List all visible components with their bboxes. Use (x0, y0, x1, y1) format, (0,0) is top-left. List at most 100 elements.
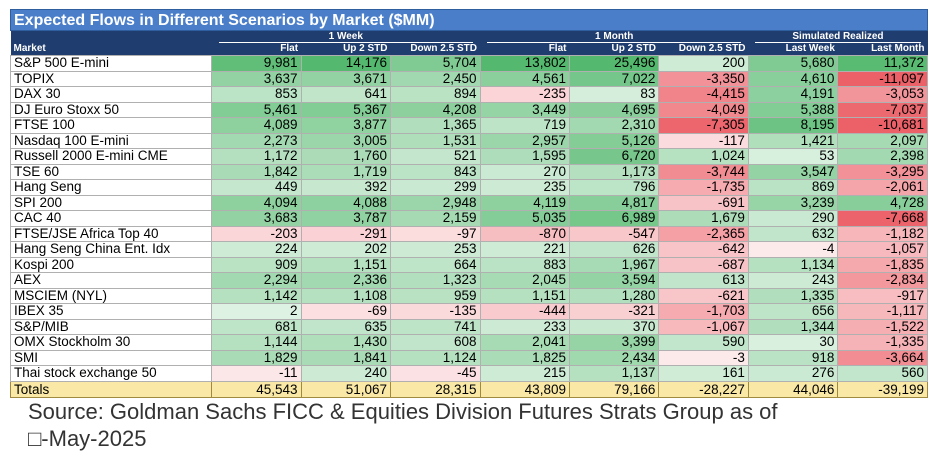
column-header-last-week: Last Week (748, 43, 838, 56)
value-cell: -3,053 (837, 86, 928, 103)
table-row: SMI 1,829 1,841 1,124 1,825 2,434 -3 918 -3,664 (9, 349, 928, 366)
value-cell: -444 (479, 303, 570, 320)
value-cell: -917 (837, 287, 928, 304)
total-cell: 79,166 (568, 380, 660, 398)
value-cell: 560 (837, 365, 928, 382)
value-cell: 2,948 (390, 194, 481, 211)
value-cell: 613 (658, 272, 749, 289)
value-cell: 200 (658, 55, 749, 72)
value-cell: 3,594 (568, 272, 660, 289)
value-cell: 3,877 (300, 117, 392, 134)
value-cell: -1,735 (658, 179, 749, 196)
value-cell: -1,703 (658, 303, 749, 320)
value-cell: 1,967 (568, 256, 660, 273)
value-cell: 4,089 (211, 117, 302, 134)
table-row: Russell 2000 E-mini CME 1,172 1,760 521 1,59… (9, 148, 928, 165)
value-cell: 2,159 (390, 210, 481, 227)
value-cell: 521 (390, 148, 481, 165)
table-row: SPI 200 4,094 4,088 2,948 4,119 4,817 -691 3,23… (9, 194, 928, 211)
value-cell: 11,372 (837, 55, 928, 72)
value-cell: 909 (211, 256, 302, 273)
value-cell: 25,496 (568, 55, 660, 72)
value-cell: 3,637 (211, 70, 302, 87)
value-cell: 626 (568, 241, 660, 258)
value-cell: 276 (747, 365, 839, 382)
value-cell: 3,671 (300, 70, 392, 87)
column-header-row: Market Flat Up 2 STD Down 2.5 STD Flat U… (10, 43, 928, 56)
value-cell: 3,683 (211, 210, 302, 227)
value-cell: -1,835 (837, 256, 928, 273)
value-cell: 2,294 (211, 272, 302, 289)
value-cell: -321 (568, 303, 660, 320)
value-cell: 796 (568, 179, 660, 196)
value-cell: 1,124 (390, 349, 481, 366)
table-row: MSCIEM (NYL) 1,142 1,108 959 1,151 1,280 -621 1… (9, 287, 928, 304)
value-cell: -10,681 (837, 117, 928, 134)
value-cell: 3,547 (747, 163, 839, 180)
value-cell: 4,817 (568, 194, 660, 211)
column-header-month-flat: Flat (480, 43, 570, 56)
value-cell: 853 (211, 86, 302, 103)
total-cell: -28,227 (658, 380, 749, 398)
value-cell: 1,024 (658, 148, 749, 165)
value-cell: 1,173 (568, 163, 660, 180)
value-cell: 741 (390, 318, 481, 335)
column-header-week-flat: Flat (211, 43, 302, 56)
value-cell: -235 (479, 86, 570, 103)
source-line-1: Source: Goldman Sachs FICC & Equities Di… (28, 399, 778, 424)
value-cell: 4,728 (837, 194, 928, 211)
value-cell: 656 (747, 303, 839, 320)
value-cell: 1,151 (479, 287, 570, 304)
value-cell: 290 (747, 210, 839, 227)
value-cell: 9,981 (211, 55, 302, 72)
value-cell: 869 (747, 179, 839, 196)
total-cell: 28,315 (390, 380, 481, 398)
table-row: Hang Seng 449 392 299 235 796 -1,735 869 -2,061 (9, 179, 928, 196)
value-cell: 2,273 (211, 132, 302, 149)
value-cell: 299 (390, 179, 481, 196)
value-cell: 5,680 (747, 55, 839, 72)
group-header-1-month: 1 Month (480, 31, 749, 43)
value-cell: 8,195 (747, 117, 839, 134)
total-cell: 51,067 (300, 380, 392, 398)
value-cell: 2,450 (390, 70, 481, 87)
market-name: CAC 40 (9, 210, 213, 227)
value-cell: 14,176 (300, 55, 392, 72)
value-cell: -870 (479, 225, 570, 242)
source-line-2: □-May-2025 (28, 426, 147, 451)
value-cell: -621 (658, 287, 749, 304)
value-cell: -1,117 (837, 303, 928, 320)
value-cell: 608 (390, 334, 481, 351)
value-cell: -3,744 (658, 163, 749, 180)
value-cell: 4,561 (479, 70, 570, 87)
value-cell: 5,035 (479, 210, 570, 227)
value-cell: 843 (390, 163, 481, 180)
value-cell: -3,664 (837, 349, 928, 366)
column-header-last-month: Last Month (837, 43, 928, 56)
table-row: DJ Euro Stoxx 50 5,461 5,367 4,208 3,449 4,69… (9, 101, 928, 118)
table-row: AEX 2,294 2,336 1,323 2,045 3,594 613 243 -2,834 (9, 272, 928, 289)
table-row: IBEX 35 2 -69 -135 -444 -321 -1,703 656 -1,117 (9, 303, 928, 320)
group-header-blank (10, 31, 212, 43)
value-cell: -7,037 (837, 101, 928, 118)
market-name: AEX (9, 272, 213, 289)
table-row: OMX Stockholm 30 1,144 1,430 608 2,041 3,399 5… (9, 334, 928, 351)
value-cell: 224 (211, 241, 302, 258)
value-cell: 2,045 (479, 272, 570, 289)
value-cell: 1,421 (747, 132, 839, 149)
value-cell: 4,094 (211, 194, 302, 211)
value-cell: -547 (568, 225, 660, 242)
value-cell: -2,365 (658, 225, 749, 242)
value-cell: 1,430 (300, 334, 392, 351)
value-cell: 2,041 (479, 334, 570, 351)
value-cell: 2,310 (568, 117, 660, 134)
value-cell: 2,336 (300, 272, 392, 289)
market-name: Thai stock exchange 50 (9, 365, 213, 382)
value-cell: 215 (479, 365, 570, 382)
value-cell: 1,142 (211, 287, 302, 304)
table-row: S&P 500 E-mini 9,981 14,176 5,704 13,802 25,4… (9, 55, 928, 72)
table-row: TOPIX 3,637 3,671 2,450 4,561 7,022 -3,350 4,61… (9, 70, 928, 87)
value-cell: 5,461 (211, 101, 302, 118)
value-cell: 3,787 (300, 210, 392, 227)
flows-table: 1 Week 1 Month Simulated Realized Market… (9, 31, 928, 398)
